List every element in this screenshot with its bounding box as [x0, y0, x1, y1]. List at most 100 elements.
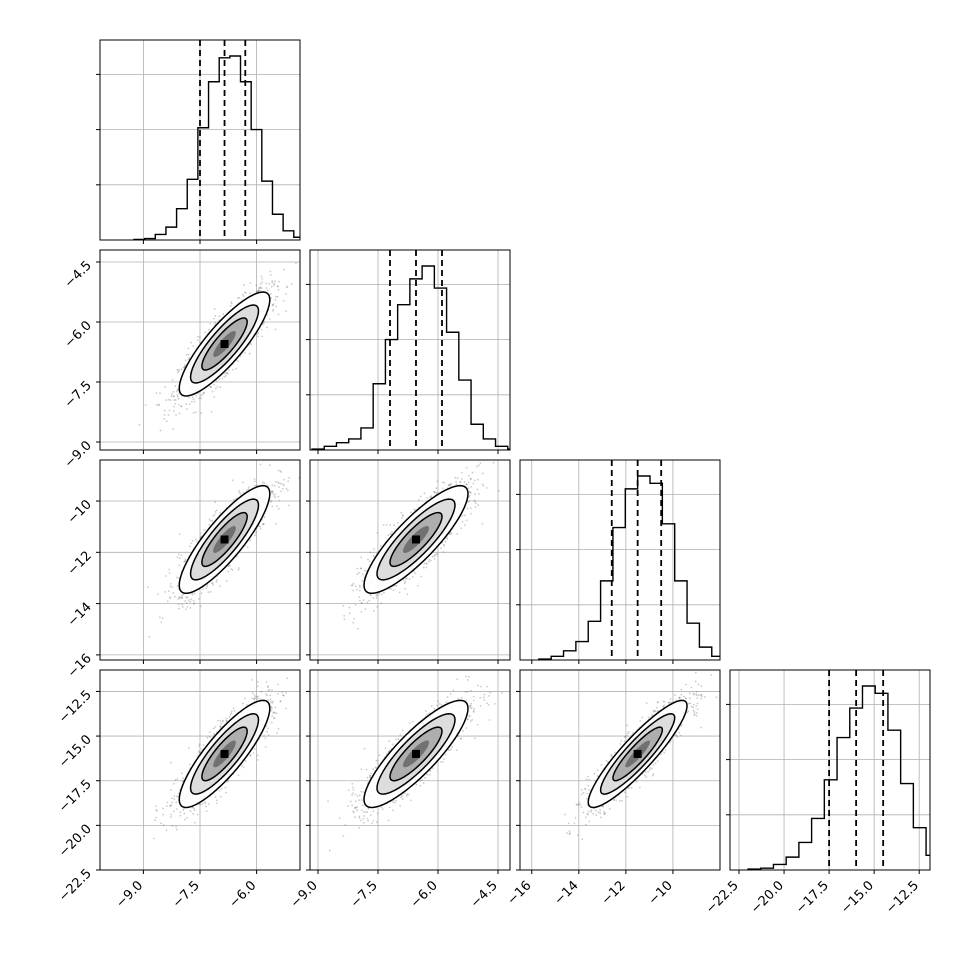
scatter-point — [168, 568, 171, 571]
scatter-point — [211, 520, 214, 523]
scatter-point — [260, 328, 263, 331]
scatter-point — [467, 481, 470, 484]
scatter-point — [402, 514, 404, 517]
scatter-point — [263, 482, 266, 485]
scatter-point — [268, 464, 271, 467]
scatter-point — [362, 573, 364, 576]
scatter-point — [177, 395, 179, 398]
scatter-point — [207, 591, 210, 594]
scatter-point — [183, 560, 186, 563]
scatter-point — [274, 493, 277, 496]
scatter-point — [348, 612, 351, 615]
scatter-point — [262, 523, 265, 525]
scatter-point — [464, 524, 466, 527]
scatter-point — [449, 484, 451, 487]
scatter-point — [245, 489, 248, 492]
scatter-point — [244, 351, 246, 354]
scatter-point — [433, 554, 436, 557]
scatter-point — [360, 567, 363, 570]
scatter-point — [187, 353, 190, 356]
scatter-point — [459, 481, 462, 484]
scatter-point — [464, 514, 466, 517]
scatter-point — [360, 610, 363, 613]
scatter-point — [208, 523, 211, 526]
scatter-point — [237, 568, 240, 571]
scatter-point — [262, 322, 265, 325]
scatter-point — [358, 589, 361, 592]
joint-content — [152, 677, 289, 840]
scatter-point — [276, 505, 278, 508]
scatter-point — [469, 478, 472, 481]
scatter-point — [228, 369, 230, 372]
scatter-point — [215, 379, 218, 382]
scatter-point — [434, 491, 436, 494]
scatter-point — [400, 511, 403, 514]
scatter-point — [177, 598, 180, 601]
scatter-point — [277, 289, 280, 291]
scatter-point — [221, 719, 224, 722]
scatter-point — [178, 597, 180, 599]
scatter-point — [359, 567, 362, 570]
scatter-point — [354, 603, 357, 606]
scatter-point — [235, 367, 237, 370]
scatter-point — [230, 302, 233, 305]
contour-line-3 — [201, 317, 248, 371]
scatter-point — [380, 593, 383, 596]
scatter-point — [190, 341, 192, 344]
scatter-point — [163, 417, 166, 420]
scatter-point — [211, 390, 214, 393]
scatter-point — [198, 397, 201, 400]
marginal-panel-1 — [96, 39, 301, 244]
scatter-point — [269, 500, 272, 503]
scatter-point — [406, 593, 409, 596]
scatter-point — [169, 582, 172, 585]
scatter-point — [472, 482, 475, 485]
scatter-point — [165, 805, 168, 808]
scatter-point — [375, 597, 378, 599]
scatter-point — [268, 282, 271, 285]
scatter-point — [279, 490, 282, 493]
scatter-point — [181, 596, 183, 599]
scatter-point — [209, 385, 212, 388]
scatter-point — [361, 602, 363, 604]
scatter-point — [428, 558, 431, 561]
scatter-point — [470, 486, 472, 488]
panel-frame — [309, 459, 511, 661]
scatter-point — [176, 390, 178, 393]
scatter-point — [159, 429, 162, 432]
scatter-point — [368, 560, 371, 563]
scatter-point — [425, 566, 428, 569]
scatter-point — [184, 559, 187, 562]
scatter-point — [172, 410, 175, 412]
scatter-point — [367, 558, 369, 561]
scatter-point — [176, 394, 179, 396]
scatter-point — [165, 575, 167, 577]
scatter-point — [248, 352, 251, 355]
scatter-point — [286, 285, 289, 288]
scatter-point — [225, 719, 228, 722]
scatter-point — [227, 570, 230, 573]
scatter-point — [352, 589, 355, 592]
scatter-point — [420, 575, 423, 578]
scatter-point — [227, 565, 230, 568]
scatter-point — [157, 404, 160, 407]
scatter-point — [167, 398, 170, 401]
scatter-point — [283, 478, 286, 481]
scatter-point — [443, 544, 445, 547]
marginal-panel-2 — [306, 249, 511, 454]
scatter-point — [165, 399, 168, 402]
scatter-point — [178, 607, 180, 610]
scatter-point — [258, 286, 261, 289]
scatter-point — [180, 405, 183, 408]
scatter-point — [189, 600, 192, 603]
scatter-point — [474, 493, 476, 495]
scatter-point — [210, 410, 213, 413]
joint-panel-3-2 — [306, 459, 511, 664]
scatter-point — [247, 486, 250, 488]
scatter-point — [269, 274, 272, 276]
scatter-point — [443, 482, 446, 484]
scatter-point — [222, 313, 225, 316]
scatter-point — [199, 751, 201, 753]
scatter-point — [387, 534, 390, 537]
scatter-point — [373, 548, 375, 550]
